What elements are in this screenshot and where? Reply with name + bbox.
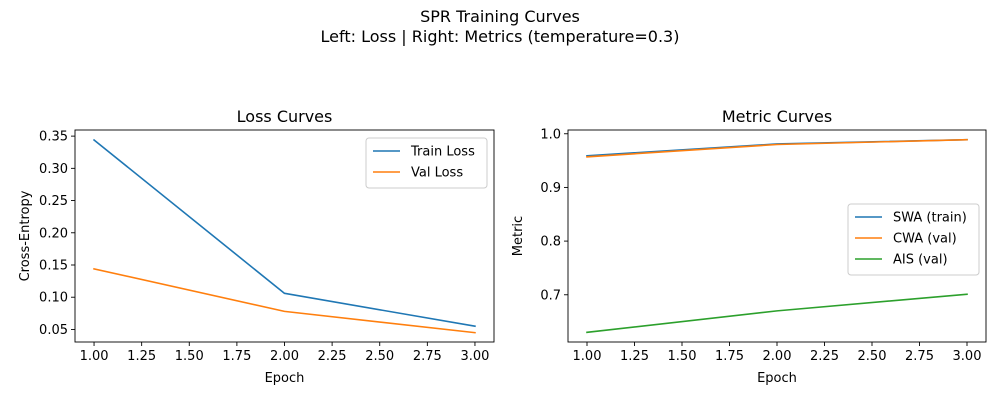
legend: SWA (train) CWA (val) AIS (val) [847,203,980,276]
series-line-1 [93,267,476,334]
x-tick-label: 2.25 [810,349,839,364]
y-tick-label: 1.0 [540,127,561,142]
x-axis-label: Epoch [757,371,797,386]
legend: Train Loss Val Loss [365,137,488,189]
legend-label-0: Train Loss [410,145,475,160]
x-tick-label: 3.00 [953,349,982,364]
x-tick-label: 1.75 [715,349,744,364]
x-tick-label: 1.50 [175,349,204,364]
y-tick-label: 0.15 [39,258,68,273]
y-axis-label: Cross-Entropy [18,190,33,281]
series-line-1 [586,138,968,158]
legend-box [847,203,980,276]
figure-suptitle-line2: Left: Loss | Right: Metrics (temperature… [321,27,680,46]
y-tick-label: 0.8 [540,235,561,250]
series-line-0 [92,138,476,328]
x-tick-label: 2.00 [270,349,299,364]
y-tick-label: 0.10 [39,291,68,306]
x-tick-label: 1.00 [573,349,602,364]
x-axis-label: Epoch [265,371,305,386]
y-tick-label: 0.20 [39,226,68,241]
y-tick-label: 0.35 [39,130,68,145]
legend-label-1: CWA (val) [893,232,957,247]
legend-label-0: SWA (train) [893,211,967,226]
y-tick-label: 0.30 [39,162,68,177]
x-tick-label: 2.25 [318,349,347,364]
y-tick-label: 0.25 [39,194,68,209]
y-axis-label: Metric [511,216,526,256]
legend-label-2: AIS (val) [893,253,948,268]
x-tick-label: 1.25 [127,349,156,364]
legend-label-1: Val Loss [411,166,463,181]
x-tick-label: 1.00 [80,349,109,364]
series-line-2 [586,293,968,334]
x-tick-label: 1.50 [668,349,697,364]
x-tick-label: 2.00 [763,349,792,364]
x-tick-label: 2.75 [413,349,442,364]
x-tick-label: 1.75 [222,349,251,364]
chart-title: Metric Curves [722,107,832,126]
chart-title: Loss Curves [237,107,333,126]
x-tick-label: 2.50 [365,349,394,364]
loss-chart: Loss Curves 1.00 1.25 1.50 1.75 2.00 2.25 2.50 2… [18,107,495,386]
x-tick-label: 2.75 [905,349,934,364]
y-tick-label: 0.05 [39,323,68,338]
figure-suptitle-line1: SPR Training Curves [420,7,580,26]
x-tick-label: 2.50 [858,349,887,364]
x-tick-label: 3.00 [460,349,489,364]
y-tick-label: 0.7 [540,288,561,303]
y-tick-label: 0.9 [540,181,561,196]
metric-chart: Metric Curves 1.00 1.25 1.50 1.75 2.00 2.25 2.5… [511,107,987,386]
x-tick-label: 1.25 [620,349,649,364]
